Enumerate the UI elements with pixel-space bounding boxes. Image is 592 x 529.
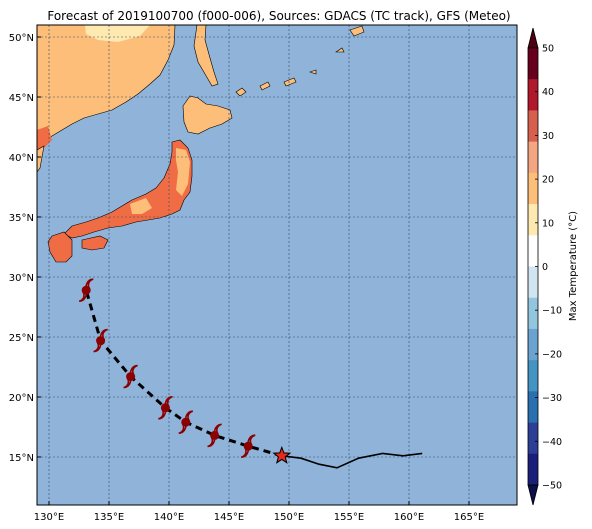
- current-position-star: [272, 445, 292, 464]
- cyclone-eye: [210, 430, 220, 440]
- lat-tick-label: 40°N: [9, 153, 34, 164]
- cyclone-eye: [96, 336, 106, 346]
- colorbar-segment: [528, 48, 538, 80]
- cyclone-arm-top: [247, 434, 256, 447]
- colorbar-segment: [528, 422, 538, 455]
- cyclone-arm-bottom: [240, 446, 250, 459]
- colorbar-segment: [528, 204, 538, 236]
- cyclone-symbol: [78, 278, 94, 303]
- hokkaido: [182, 95, 233, 135]
- colorbar-segment: [528, 453, 538, 486]
- lon-tick-label: 140°E: [154, 512, 184, 523]
- colorbar-segment: [528, 172, 538, 205]
- colorbar-tick-label: −50: [542, 481, 562, 492]
- cyclone-arm-bottom: [78, 290, 88, 303]
- lon-tick-label: 155°E: [334, 512, 364, 523]
- cyclone-markers: [78, 278, 256, 459]
- forecast-track-line: [84, 289, 283, 458]
- map-title: Forecast of 2019100700 (f000-006), Sourc…: [47, 9, 510, 23]
- map-border: [36, 24, 518, 506]
- cyclone-arm-top: [99, 328, 108, 341]
- cyclone-arm-bottom: [178, 422, 187, 435]
- shikoku: [81, 235, 109, 251]
- colorbar-tick-label: −30: [542, 393, 562, 404]
- colorbar-tick-label: 40: [542, 87, 554, 98]
- lon-tick-label: 160°E: [394, 512, 424, 523]
- colorbar-segment: [528, 141, 538, 174]
- lat-tick-label: 20°N: [9, 393, 34, 404]
- colorbar-label: Max Temperature (°C): [568, 211, 579, 321]
- cyclone-arm-bottom: [158, 407, 167, 420]
- cyclone-arm-top: [129, 364, 138, 377]
- lat-tick-label: 45°N: [9, 93, 34, 104]
- colorbar-extend-top: [527, 27, 539, 49]
- lat-tick-label: 30°N: [9, 273, 34, 284]
- colorbar-tick-label: 20: [542, 175, 554, 186]
- cyclone-eye: [181, 417, 191, 427]
- cyclone-arm-top: [184, 410, 194, 423]
- kuril-islands: [235, 25, 365, 97]
- cyclone-symbol: [93, 328, 108, 353]
- cyclone-symbol: [123, 364, 138, 389]
- sakhalin: [193, 25, 219, 87]
- cyclone-arm-top: [85, 278, 94, 291]
- latitude-axis: 15°N 20°N 25°N 30°N 35°N 40°N 45°N 50°N: [9, 33, 41, 464]
- colorbar-segment: [528, 391, 538, 423]
- colorbar-segment: [528, 266, 538, 299]
- honshu: [63, 139, 193, 239]
- longitude-axis: 130°E 135°E 140°E 145°E 150°E 155°E 160°E 165°E: [34, 501, 484, 523]
- colorbar-segment: [528, 79, 538, 111]
- colorbar-tick-label: −20: [542, 349, 562, 360]
- lon-tick-label: 150°E: [274, 512, 304, 523]
- colorbar-extend-bottom: [527, 484, 539, 506]
- lon-tick-label: 165°E: [454, 512, 484, 523]
- colorbar-tick-label: 30: [542, 131, 554, 142]
- lat-tick-label: 35°N: [9, 213, 34, 224]
- lat-tick-label: 25°N: [9, 333, 34, 344]
- colorbar-segment: [528, 297, 538, 330]
- mainland-warm-patch: [37, 126, 52, 150]
- past-track-line: [281, 452, 423, 469]
- cyclone-eye: [160, 403, 170, 413]
- cyclone-symbol: [158, 395, 173, 420]
- colorbar-segment: [528, 110, 538, 142]
- cyclone-eye: [81, 285, 91, 295]
- lon-tick-label: 135°E: [94, 512, 124, 523]
- kyushu: [47, 231, 73, 263]
- lat-tick-label: 50°N: [9, 33, 34, 44]
- colorbar-segment: [528, 235, 538, 267]
- cyclone-arm-top: [164, 395, 173, 408]
- temperature-colorbar: 50 40 30 20 10 0 −10 −20 −30 −40 −50: [527, 27, 562, 506]
- lon-tick-label: 145°E: [214, 512, 244, 523]
- cyclone-eye: [126, 372, 136, 382]
- cyclone-symbol: [178, 410, 194, 435]
- cyclone-symbol: [207, 423, 222, 448]
- colorbar-tick-label: −10: [542, 306, 562, 317]
- colorbar-segment: [528, 360, 538, 392]
- cyclone-arm-bottom: [123, 376, 132, 389]
- cyclone-arm-bottom: [207, 435, 216, 448]
- mainland-cool-patch: [85, 25, 150, 42]
- lon-tick-label: 130°E: [34, 512, 64, 523]
- korea: [37, 145, 45, 173]
- cyclone-symbol: [240, 434, 256, 459]
- cyclone-eye: [243, 441, 253, 451]
- colorbar-tick-label: 50: [542, 44, 554, 55]
- colorbar-tick-label: −40: [542, 437, 562, 448]
- land-masses: [37, 25, 365, 263]
- lat-tick-label: 15°N: [9, 453, 34, 464]
- colorbar-segment: [528, 328, 538, 361]
- colorbar-tick-label: 0: [542, 262, 548, 273]
- colorbar-tick-label: 10: [542, 218, 554, 229]
- cyclone-arm-top: [213, 423, 222, 436]
- honshu-mild-1: [176, 148, 190, 196]
- map-gridlines: [37, 25, 517, 505]
- cyclone-arm-bottom: [93, 340, 102, 353]
- honshu-mild-2: [130, 198, 152, 214]
- map-panel: [37, 25, 517, 505]
